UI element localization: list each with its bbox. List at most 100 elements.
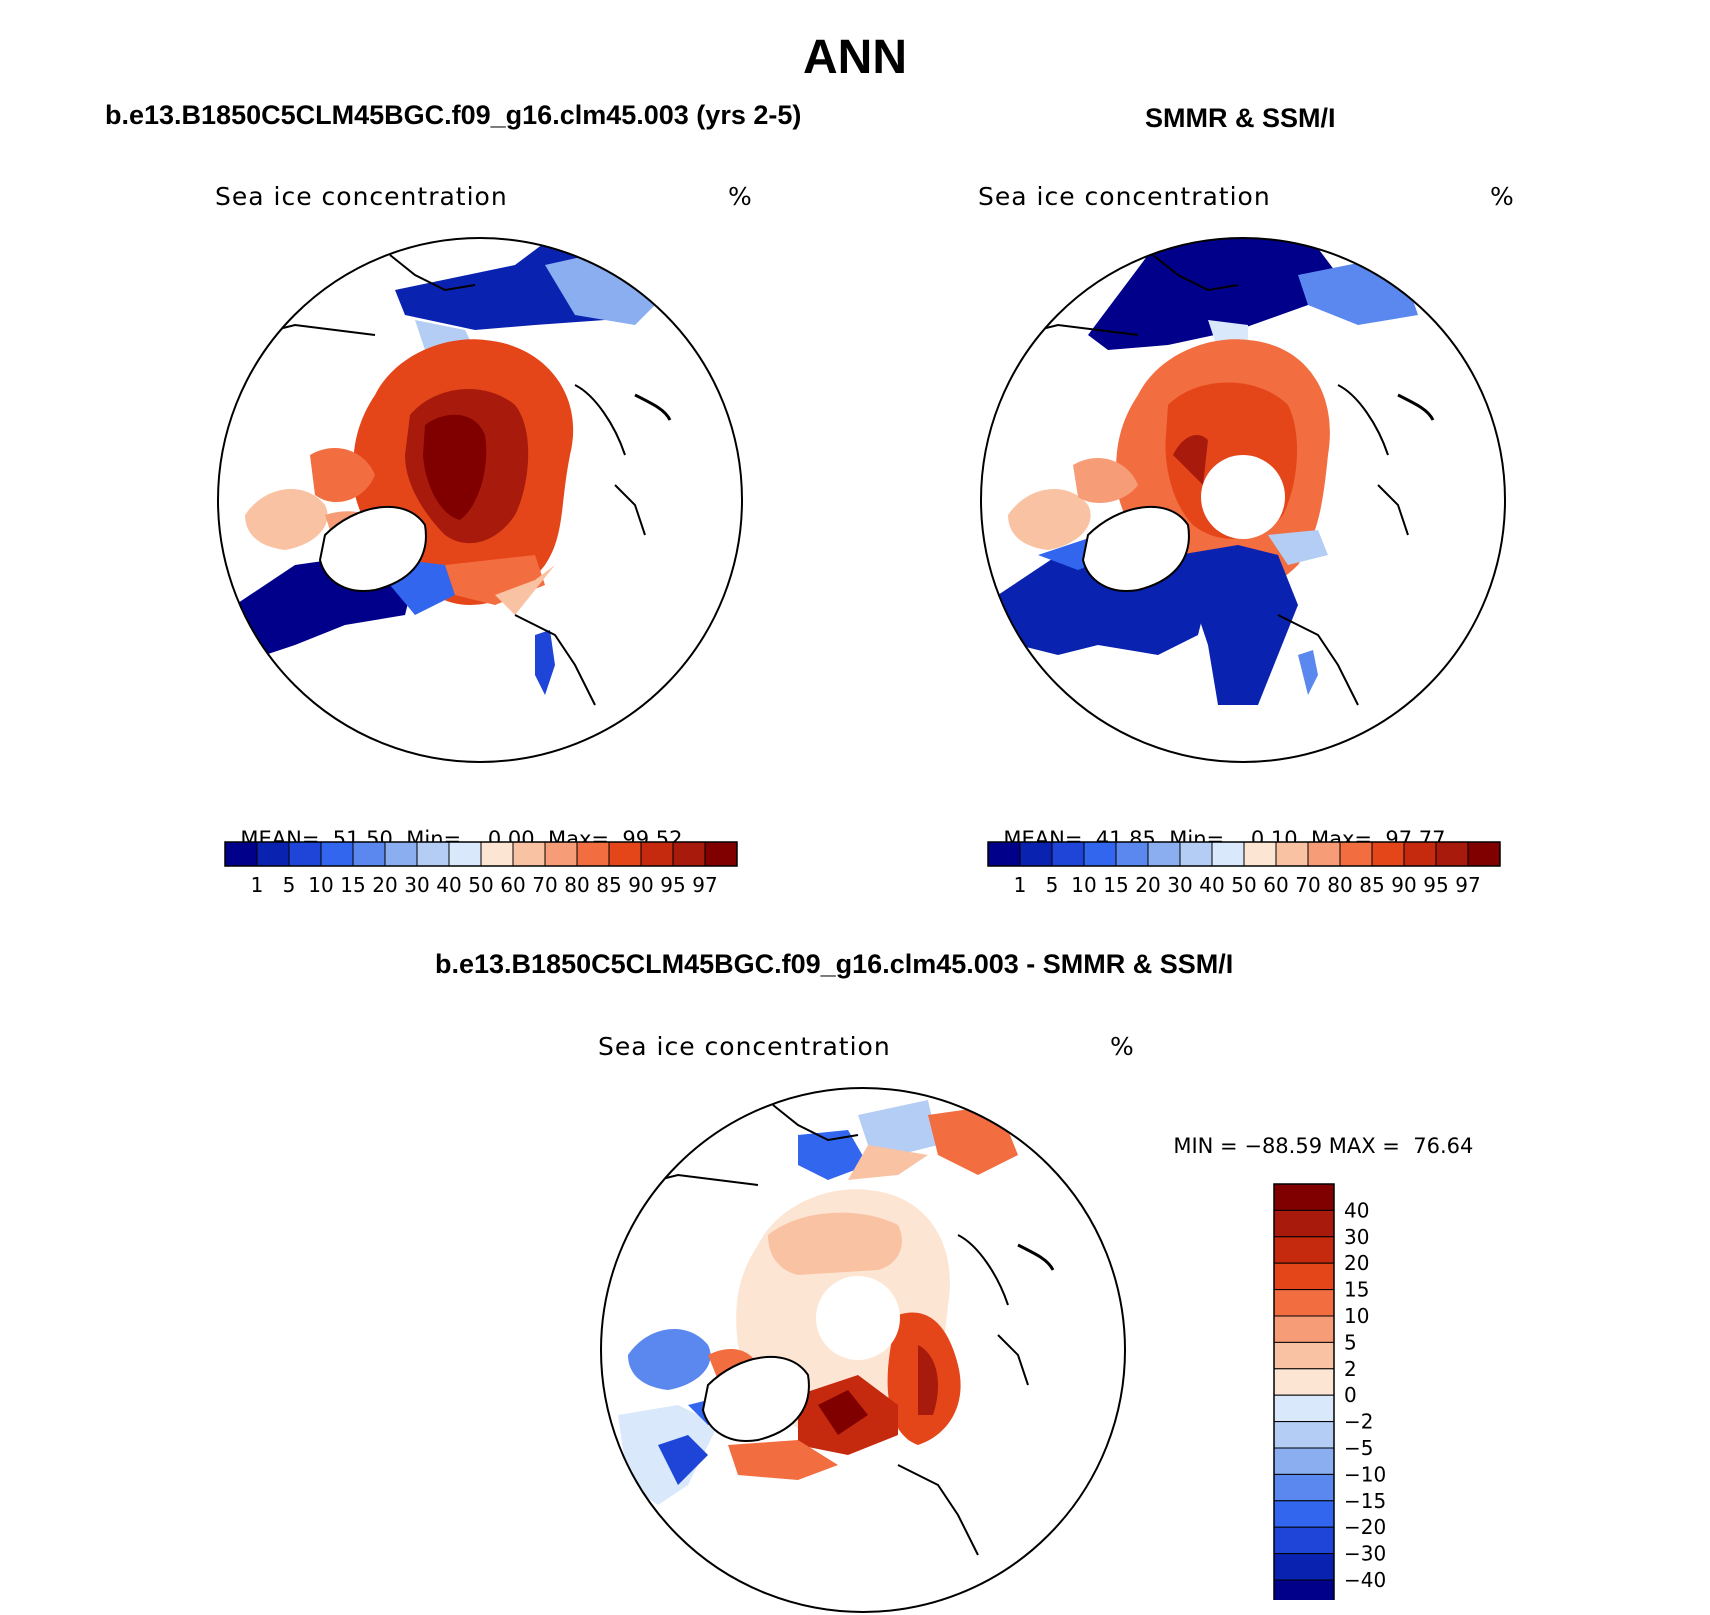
colorbar-swatch [1273,1473,1335,1502]
diff-units: % [1110,1032,1134,1061]
obs-case-title: SMMR & SSM/I [1145,103,1336,133]
colorbar-swatch [1115,841,1149,867]
colorbar-swatch [672,841,706,867]
colorbar-tick-label: 15 [340,873,365,897]
colorbar-tick-label: 30 [404,873,429,897]
colorbar-swatch [1307,841,1341,867]
colorbar-tick-label: 20 [1344,1251,1369,1275]
colorbar-swatch [1051,841,1085,867]
model-variable-title: Sea ice concentration [215,182,508,211]
colorbar-tick-label: 80 [564,873,589,897]
colorbar-swatch [1339,841,1373,867]
diff-polar-map [600,1087,1126,1613]
colorbar-swatch [1273,1553,1335,1581]
colorbar-tick-label: −10 [1344,1462,1386,1486]
diff-min-value: −88.59 [1244,1134,1323,1158]
colorbar-tick-label: −5 [1344,1436,1373,1460]
colorbar-swatch [1467,841,1501,867]
colorbar-swatch [384,841,418,867]
colorbar-swatch [1147,841,1181,867]
diff-case-title: b.e13.B1850C5CLM45BGC.f09_g16.clm45.003 … [435,949,1234,979]
model-units: % [728,182,752,211]
colorbar-tick-label: 30 [1167,873,1192,897]
colorbar-swatch [1275,841,1309,867]
colorbar-tick-label: 2 [1344,1357,1357,1381]
obs-polar-map [980,237,1506,763]
colorbar-tick-label: 20 [1135,873,1160,897]
colorbar-tick-label: 70 [1295,873,1320,897]
colorbar-swatch [480,841,514,867]
colorbar-swatch [224,841,258,867]
colorbar-tick-label: 97 [1455,873,1480,897]
colorbar-swatch [704,841,738,867]
colorbar-swatch [1019,841,1053,867]
colorbar-tick-label: −2 [1344,1410,1373,1434]
colorbar-swatch [352,841,386,867]
colorbar-swatch [1273,1209,1335,1238]
colorbar-tick-label: 50 [1231,873,1256,897]
colorbar-tick-label: 95 [1423,873,1448,897]
colorbar-tick-label: 70 [532,873,557,897]
colorbar-tick-label: 60 [1263,873,1288,897]
colorbar-tick-label: 5 [1344,1330,1357,1354]
colorbar-tick-label: 15 [1344,1278,1369,1302]
colorbar-swatch [1273,1262,1335,1291]
obs-variable-title: Sea ice concentration [978,182,1271,211]
colorbar-swatch [1371,841,1405,867]
colorbar-swatch [987,841,1021,867]
colorbar-tick-label: 40 [436,873,461,897]
colorbar-tick-label: 97 [692,873,717,897]
colorbar-swatch [1211,841,1245,867]
colorbar-swatch [1273,1236,1335,1264]
colorbar-swatch [1273,1183,1335,1211]
colorbar-swatch [1273,1315,1335,1343]
colorbar-tick-label: 30 [1344,1225,1369,1249]
colorbar-swatch [1273,1500,1335,1528]
colorbar-swatch [1273,1368,1335,1396]
colorbar-swatch [1273,1341,1335,1370]
model-case-title: b.e13.B1850C5CLM45BGC.f09_g16.clm45.003 … [105,100,802,130]
colorbar-tick-label: 15 [1103,873,1128,897]
colorbar-swatch [1273,1394,1335,1423]
colorbar-tick-label: 95 [660,873,685,897]
colorbar-swatch [448,841,482,867]
colorbar-tick-label: 85 [596,873,621,897]
colorbar-tick-label: 50 [468,873,493,897]
colorbar-tick-label: 10 [1071,873,1096,897]
colorbar-swatch [320,841,354,867]
colorbar-swatch [544,841,578,867]
colorbar-tick-label: 1 [251,873,264,897]
colorbar-tick-label: 90 [628,873,653,897]
colorbar-tick-label: 40 [1199,873,1224,897]
colorbar-tick-label: −15 [1344,1489,1386,1513]
colorbar-swatch [1083,841,1117,867]
colorbar-swatch [640,841,674,867]
colorbar-tick-label: 90 [1391,873,1416,897]
colorbar-tick-label: 0 [1344,1383,1357,1407]
diff-stats: MIN = −88.59 MAX = 76.64 [1160,1110,1473,1158]
colorbar-swatch [1273,1526,1335,1555]
colorbar-tick-label: −20 [1344,1515,1386,1539]
colorbar-swatch [1273,1289,1335,1317]
colorbar-tick-label: 40 [1344,1198,1369,1222]
colorbar-swatch [1273,1447,1335,1475]
colorbar-swatch [1179,841,1213,867]
colorbar-swatch [1403,841,1437,867]
colorbar-tick-label: 60 [500,873,525,897]
colorbar-tick-label: 20 [372,873,397,897]
colorbar-tick-label: −40 [1344,1568,1386,1592]
colorbar-swatch [1273,1579,1335,1600]
colorbar-swatch [288,841,322,867]
obs-colorbar: 1 5 10 15 20 30 40 50 60 70 80 85 90 95 97 [987,841,1501,897]
colorbar-swatch [512,841,546,867]
colorbar-swatch [1273,1421,1335,1449]
diff-min-label: MIN = [1173,1134,1238,1158]
diff-max-label: MAX = [1328,1134,1400,1158]
obs-units: % [1490,182,1514,211]
colorbar-swatch [576,841,610,867]
model-polar-map [217,237,743,763]
colorbar-swatch [1435,841,1469,867]
colorbar-tick-label: 10 [1344,1304,1369,1328]
colorbar-tick-label: 1 [1014,873,1027,897]
